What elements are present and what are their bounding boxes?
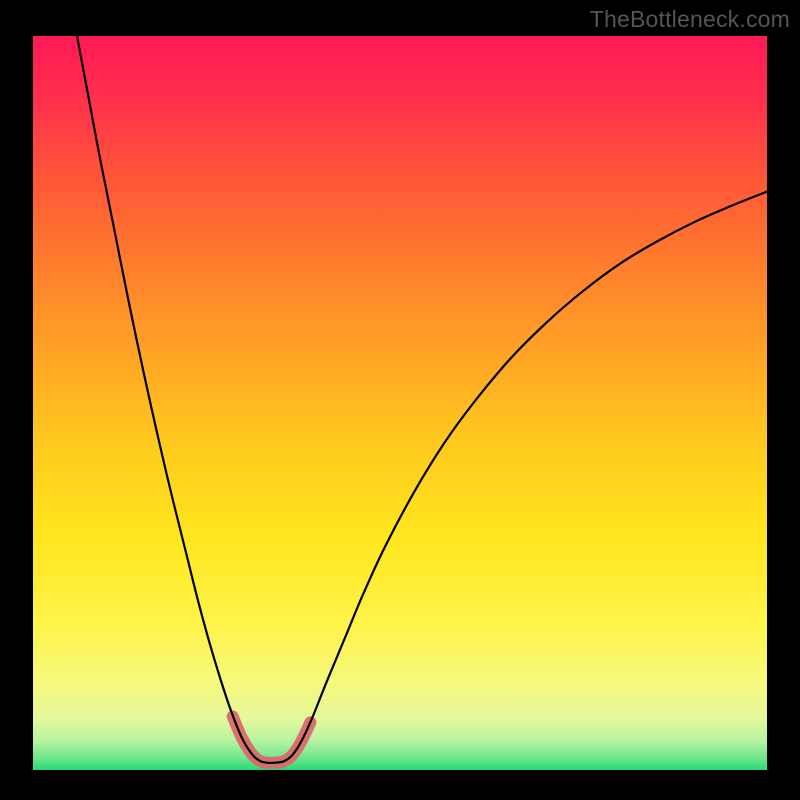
watermark-text: TheBottleneck.com [590,6,790,33]
chart-svg [33,36,767,770]
plot-area [33,36,767,770]
gradient-background [33,36,767,770]
chart-frame: TheBottleneck.com [0,0,800,800]
